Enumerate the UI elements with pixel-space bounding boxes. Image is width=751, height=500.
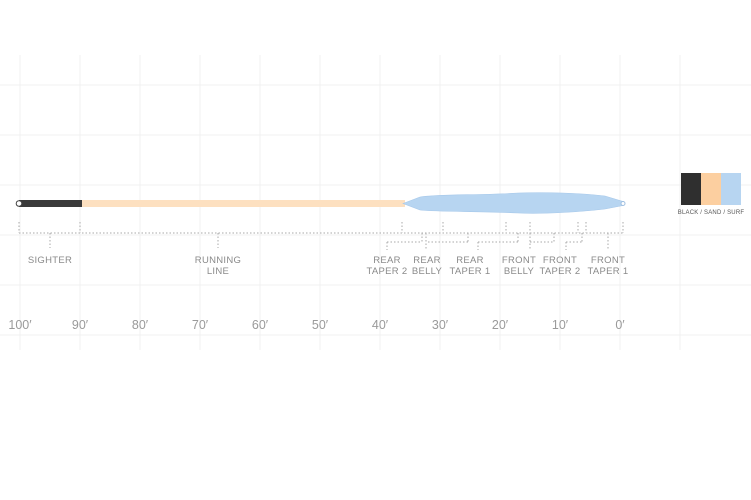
distance-tick-label: 70′ xyxy=(192,318,209,332)
distance-tick-label: 80′ xyxy=(132,318,149,332)
distance-tick-label: 100′ xyxy=(8,318,32,332)
segment-label-rear-belly: REAR BELLY xyxy=(412,255,443,277)
swatch-surf xyxy=(721,173,741,205)
swatch-sand xyxy=(701,173,721,205)
segment-brackets xyxy=(18,222,624,250)
distance-tick-label: 10′ xyxy=(552,318,569,332)
distance-tick-label: 0′ xyxy=(615,318,625,332)
segment-label-rear-taper-1: REAR TAPER 1 xyxy=(450,255,491,277)
distance-scale: 100′ 90′ 80′ 70′ 60′ 50′ 40′ 30′ 20′ 10′ 0′ xyxy=(8,318,625,332)
segment-label-running-line: RUNNING LINE xyxy=(195,255,241,277)
head-segment xyxy=(402,192,624,214)
distance-tick-label: 20′ xyxy=(492,318,509,332)
color-swatches: BLACK / SAND / SURF xyxy=(678,173,745,216)
distance-tick-label: 90′ xyxy=(72,318,89,332)
sighter-segment xyxy=(19,200,82,207)
line-loop-end xyxy=(15,200,23,207)
swatch-color-label: BLACK / SAND / SURF xyxy=(678,210,745,216)
segment-label-sighter: SIGHTER xyxy=(28,255,72,266)
running-line-segment xyxy=(82,200,405,207)
segment-label-front-belly: FRONT BELLY xyxy=(502,255,536,277)
line-tip-end xyxy=(620,201,626,206)
distance-tick-label: 40′ xyxy=(372,318,389,332)
segment-label-rear-taper-2: REAR TAPER 2 xyxy=(367,255,408,277)
fly-line xyxy=(15,192,626,214)
distance-tick-label: 60′ xyxy=(252,318,269,332)
distance-tick-label: 30′ xyxy=(432,318,449,332)
swatch-black xyxy=(681,173,701,205)
segment-label-front-taper-2: FRONT TAPER 2 xyxy=(540,255,581,277)
segment-label-front-taper-1: FRONT TAPER 1 xyxy=(588,255,629,277)
distance-tick-label: 50′ xyxy=(312,318,329,332)
